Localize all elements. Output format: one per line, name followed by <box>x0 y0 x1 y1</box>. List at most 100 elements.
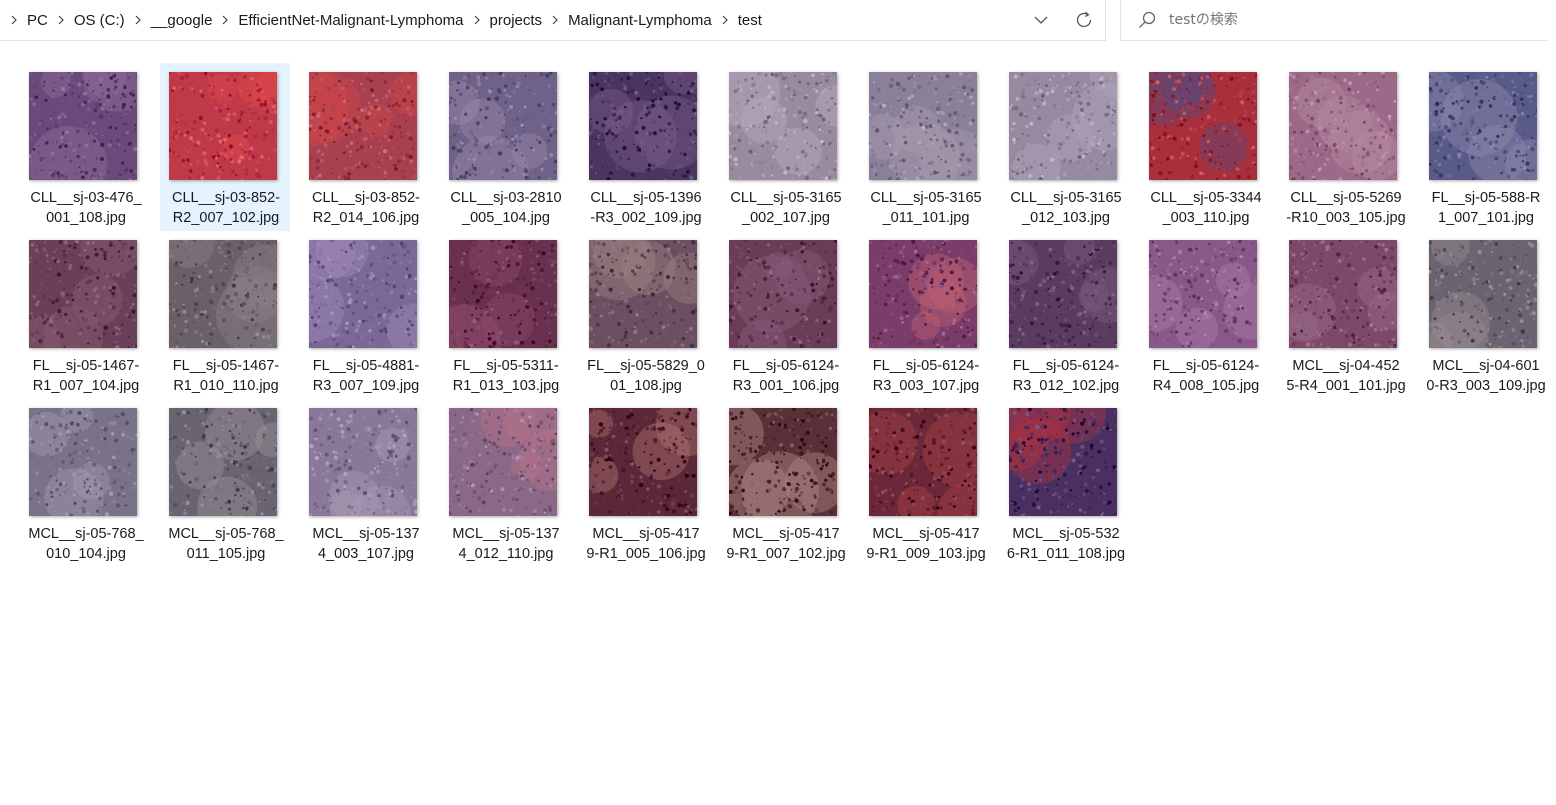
search-input[interactable] <box>1169 9 1529 31</box>
breadcrumb-item[interactable]: EfficientNet-Malignant-Lymphoma <box>238 11 464 29</box>
file-item[interactable]: CLL__sj-05-3165 _002_107.jpg <box>720 63 850 231</box>
file-item[interactable]: CLL__sj-05-5269 -R10_003_105.jpg <box>1280 63 1410 231</box>
file-item[interactable]: FL__sj-05-6124- R3_003_107.jpg <box>860 231 990 399</box>
file-name-line2: R4_008_105.jpg <box>1152 378 1260 394</box>
file-grid: CLL__sj-03-476_ 001_108.jpg CLL__sj-03-852… <box>20 63 1550 567</box>
file-name: MCL__sj-04-601 0-R3_003_109.jpg <box>1421 356 1551 396</box>
image-thumbnail <box>29 408 137 516</box>
file-item[interactable]: MCL__sj-04-601 0-R3_003_109.jpg <box>1420 231 1550 399</box>
file-name-line2: 001_108.jpg <box>46 210 126 226</box>
file-item[interactable]: MCL__sj-05-417 9-R1_005_106.jpg <box>580 399 710 567</box>
search-box[interactable] <box>1120 0 1548 41</box>
image-thumbnail <box>1149 72 1257 180</box>
file-name-line2: 01_108.jpg <box>610 378 682 394</box>
file-item[interactable]: MCL__sj-04-452 5-R4_001_101.jpg <box>1280 231 1410 399</box>
file-name-line2: -R10_003_105.jpg <box>1286 210 1406 226</box>
file-name-line2: _005_104.jpg <box>462 210 550 226</box>
breadcrumb: PC OS (C:) __google EfficientNet-Malignant-… <box>4 0 765 40</box>
file-name: MCL__sj-05-768_ 011_105.jpg <box>161 524 291 564</box>
file-name-line1: CLL__sj-05-3165 <box>870 190 982 206</box>
file-item[interactable]: FL__sj-05-5829_0 01_108.jpg <box>580 231 710 399</box>
file-name-line2: R3_007_109.jpg <box>312 378 420 394</box>
breadcrumb-item[interactable]: projects <box>489 11 543 29</box>
breadcrumb-item[interactable]: Malignant-Lymphoma <box>568 11 712 29</box>
file-item[interactable]: CLL__sj-03-476_ 001_108.jpg <box>20 63 150 231</box>
file-item[interactable]: FL__sj-05-588-R 1_007_101.jpg <box>1420 63 1550 231</box>
file-item[interactable]: MCL__sj-05-137 4_012_110.jpg <box>440 399 570 567</box>
chevron-right-icon[interactable] <box>545 10 565 30</box>
file-item[interactable]: CLL__sj-03-2810 _005_104.jpg <box>440 63 570 231</box>
file-name: FL__sj-05-5829_0 01_108.jpg <box>581 356 711 396</box>
address-bar[interactable]: PC OS (C:) __google EfficientNet-Malignant-… <box>0 0 1106 41</box>
file-item[interactable]: FL__sj-05-1467- R1_007_104.jpg <box>20 231 150 399</box>
file-name-line2: R1_007_104.jpg <box>32 378 140 394</box>
refresh-button[interactable] <box>1070 7 1098 33</box>
file-item[interactable]: CLL__sj-05-1396 -R3_002_109.jpg <box>580 63 710 231</box>
file-name-line2: R3_001_106.jpg <box>732 378 840 394</box>
breadcrumb-item[interactable]: test <box>737 11 762 29</box>
image-thumbnail <box>449 72 557 180</box>
file-name-line2: R2_007_102.jpg <box>172 210 280 226</box>
file-name-line1: FL__sj-05-5311- <box>453 358 559 374</box>
file-item[interactable]: FL__sj-05-1467- R1_010_110.jpg <box>160 231 290 399</box>
file-name: CLL__sj-05-3165 _012_103.jpg <box>1001 188 1131 228</box>
chevron-right-icon[interactable] <box>51 10 71 30</box>
file-item[interactable]: FL__sj-05-6124- R3_012_102.jpg <box>1000 231 1130 399</box>
file-name-line1: CLL__sj-05-1396 <box>590 190 702 206</box>
file-name-line1: FL__sj-05-1467- <box>32 358 140 374</box>
file-item[interactable]: CLL__sj-05-3165 _012_103.jpg <box>1000 63 1130 231</box>
file-item[interactable]: MCL__sj-05-137 4_003_107.jpg <box>300 399 430 567</box>
breadcrumb-item[interactable]: __google <box>150 11 213 29</box>
file-name-line1: MCL__sj-05-417 <box>872 526 980 542</box>
file-item[interactable]: MCL__sj-05-417 9-R1_007_102.jpg <box>720 399 850 567</box>
file-name-line2: -R3_002_109.jpg <box>590 210 702 226</box>
image-thumbnail <box>29 240 137 348</box>
image-thumbnail <box>309 240 417 348</box>
file-item[interactable]: CLL__sj-03-852- R2_014_106.jpg <box>300 63 430 231</box>
file-name-line1: FL__sj-05-4881- <box>312 358 420 374</box>
refresh-icon <box>1076 11 1092 28</box>
file-name-line2: 9-R1_007_102.jpg <box>726 546 846 562</box>
chevron-right-icon[interactable] <box>467 10 487 30</box>
image-thumbnail <box>869 408 977 516</box>
chevron-right-icon[interactable] <box>215 10 235 30</box>
file-item[interactable]: MCL__sj-05-532 6-R1_011_108.jpg <box>1000 399 1130 567</box>
file-item[interactable]: CLL__sj-03-852- R2_007_102.jpg <box>160 63 290 231</box>
file-name-line1: MCL__sj-05-137 <box>312 526 420 542</box>
file-name-line1: MCL__sj-05-137 <box>452 526 560 542</box>
file-name: FL__sj-05-588-R 1_007_101.jpg <box>1421 188 1551 228</box>
file-name: FL__sj-05-5311- R1_013_103.jpg <box>441 356 571 396</box>
file-name-line2: _012_103.jpg <box>1022 210 1110 226</box>
image-thumbnail <box>589 240 697 348</box>
file-name-line1: FL__sj-05-5829_0 <box>587 358 705 374</box>
chevron-right-icon[interactable] <box>128 10 148 30</box>
file-item[interactable]: CLL__sj-05-3344 _003_110.jpg <box>1140 63 1270 231</box>
breadcrumb-item[interactable]: PC <box>27 11 48 29</box>
file-item[interactable]: MCL__sj-05-417 9-R1_009_103.jpg <box>860 399 990 567</box>
file-name-line2: 9-R1_005_106.jpg <box>586 546 706 562</box>
file-name: CLL__sj-03-852- R2_014_106.jpg <box>301 188 431 228</box>
file-item[interactable]: FL__sj-05-4881- R3_007_109.jpg <box>300 231 430 399</box>
breadcrumb-item[interactable]: OS (C:) <box>73 11 125 29</box>
file-name: CLL__sj-05-3344 _003_110.jpg <box>1141 188 1271 228</box>
image-thumbnail <box>1009 408 1117 516</box>
file-name-line1: CLL__sj-05-3344 <box>1150 190 1262 206</box>
file-item[interactable]: MCL__sj-05-768_ 010_104.jpg <box>20 399 150 567</box>
file-name: MCL__sj-05-417 9-R1_009_103.jpg <box>861 524 991 564</box>
file-name-line1: FL__sj-05-6124- <box>872 358 980 374</box>
chevron-right-icon[interactable] <box>715 10 735 30</box>
file-name-line1: CLL__sj-05-3165 <box>1010 190 1122 206</box>
file-name: FL__sj-05-1467- R1_007_104.jpg <box>21 356 151 396</box>
image-thumbnail <box>169 240 277 348</box>
file-item[interactable]: MCL__sj-05-768_ 011_105.jpg <box>160 399 290 567</box>
file-name-line1: FL__sj-05-6124- <box>732 358 840 374</box>
image-thumbnail <box>309 408 417 516</box>
file-name: CLL__sj-03-2810 _005_104.jpg <box>441 188 571 228</box>
file-name: MCL__sj-05-417 9-R1_007_102.jpg <box>721 524 851 564</box>
file-item[interactable]: FL__sj-05-5311- R1_013_103.jpg <box>440 231 570 399</box>
expand-history-button[interactable] <box>1027 7 1055 33</box>
file-item[interactable]: FL__sj-05-6124- R4_008_105.jpg <box>1140 231 1270 399</box>
chevron-right-icon[interactable] <box>4 10 24 30</box>
file-item[interactable]: CLL__sj-05-3165 _011_101.jpg <box>860 63 990 231</box>
file-item[interactable]: FL__sj-05-6124- R3_001_106.jpg <box>720 231 850 399</box>
